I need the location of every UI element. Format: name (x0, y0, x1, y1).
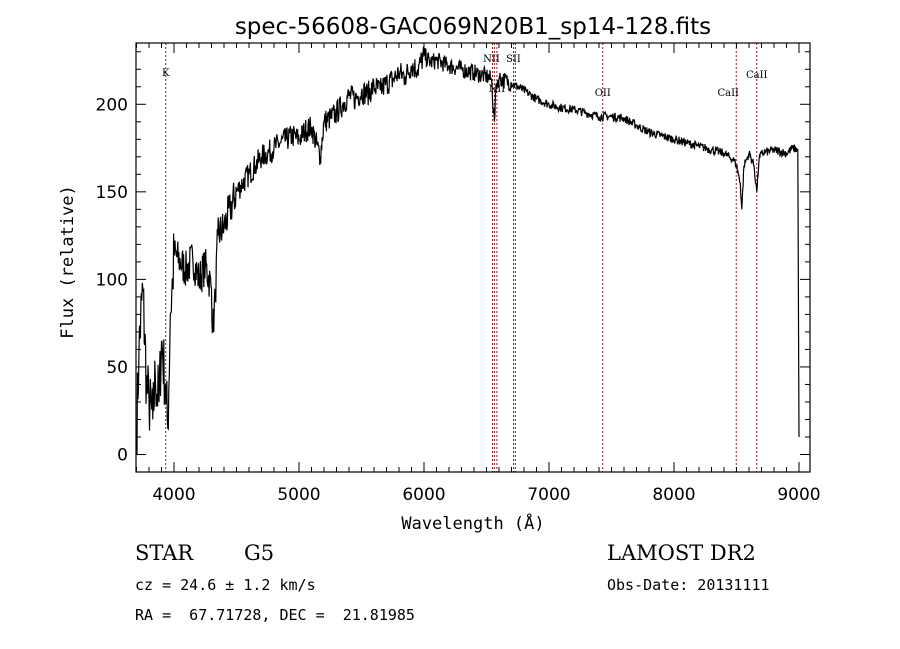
chart-title: spec-56608-GAC069N20B1_sp14-128.fits (235, 14, 711, 40)
line-marker-label: NII (489, 84, 506, 95)
x-tick-label: 6000 (402, 485, 445, 505)
x-axis-label: Wavelength (Å) (401, 512, 544, 534)
redshift-cz: cz = 24.6 ± 1.2 km/s (135, 576, 316, 594)
x-tick-label: 7000 (527, 485, 570, 505)
object-class: STAR (135, 541, 194, 565)
x-tick-label: 5000 (277, 485, 320, 505)
obs-date: Obs-Date: 20131111 (607, 576, 770, 594)
survey-name: LAMOST DR2 (607, 541, 756, 565)
line-marker-label: K (162, 68, 170, 79)
line-marker-label: NII (483, 54, 500, 65)
line-marker-label: SII (506, 54, 521, 65)
coordinates: RA = 67.71728, DEC = 21.81985 (135, 606, 415, 624)
line-marker-label: OII (595, 88, 611, 99)
y-tick-label: 50 (106, 358, 128, 378)
y-tick-label: 100 (96, 270, 128, 290)
y-tick-label: 150 (96, 183, 128, 203)
y-tick-label: 200 (96, 95, 128, 115)
x-tick-label: 4000 (152, 485, 195, 505)
line-marker-label: CaII (717, 88, 739, 99)
line-marker-label: CaII (746, 70, 768, 81)
y-axis-label: Flux (relative) (58, 185, 78, 339)
object-subclass: G5 (244, 541, 275, 565)
plot-frame (135, 42, 811, 473)
x-tick-label: 8000 (652, 485, 695, 505)
x-tick-label: 9000 (777, 485, 820, 505)
spectrum-line (135, 46, 800, 455)
y-tick-label: 0 (117, 445, 128, 465)
